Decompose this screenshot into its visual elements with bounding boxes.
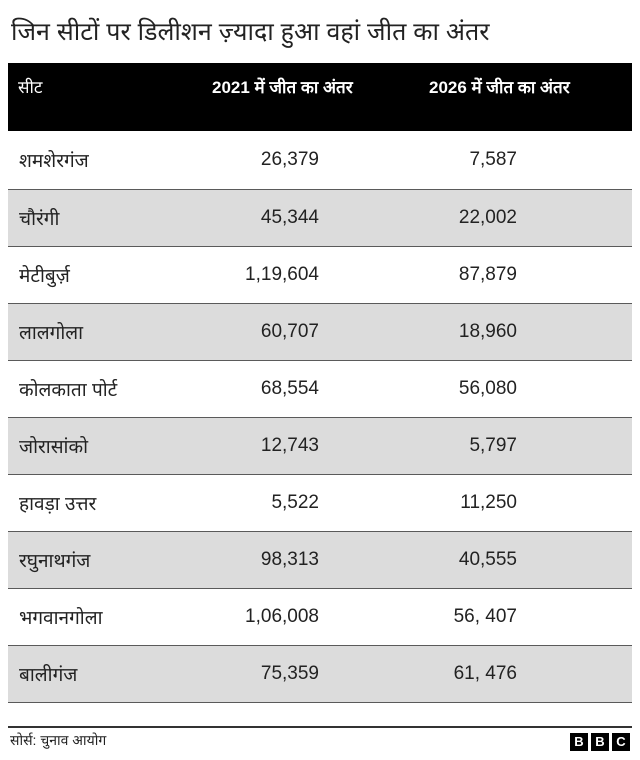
seat-name-cell: लालगोला [19, 323, 84, 344]
table-row: चौरंगी 45,344 22,002 [8, 190, 632, 247]
table-row: शमशेरगंज 26,379 7,587 [8, 131, 632, 190]
header-margin-2026: 2026 में जीत का अंतर [429, 78, 570, 97]
margin-2021-cell: 1,06,008 [245, 606, 319, 627]
footer-divider [8, 726, 632, 728]
margin-2026-cell: 18,960 [458, 321, 517, 342]
margin-2021-cell: 5,522 [271, 492, 319, 513]
chart-title: जिन सीटों पर डिलीशन ज़्यादा हुआ वहां जीत… [11, 18, 490, 46]
margin-2021-cell: 98,313 [260, 549, 319, 570]
seat-name-cell: कोलकाता पोर्ट [19, 380, 118, 401]
margin-2021-cell: 45,344 [260, 207, 319, 228]
margin-2026-cell: 56, 407 [453, 606, 517, 627]
margin-2026-cell: 61, 476 [453, 663, 517, 684]
table-row: लालगोला 60,707 18,960 [8, 304, 632, 361]
table-row: बालीगंज 75,359 61, 476 [8, 646, 632, 703]
table-row: भगवानगोला 1,06,008 56, 407 [8, 589, 632, 646]
table-row: हावड़ा उत्तर 5,522 11,250 [8, 475, 632, 532]
table-row: रघुनाथगंज 98,313 40,555 [8, 532, 632, 589]
table-body: शमशेरगंज 26,379 7,587 चौरंगी 45,344 22,002 मेट… [8, 131, 632, 703]
table-row: मेटीबुर्ज़ 1,19,604 87,879 [8, 247, 632, 304]
margin-2026-cell: 11,250 [460, 492, 517, 513]
seat-name-cell: हावड़ा उत्तर [19, 494, 97, 515]
table-header: सीट 2021 में जीत का अंतर 2026 में जीत का… [8, 63, 632, 131]
seat-name-cell: रघुनाथगंज [19, 551, 91, 572]
data-table: सीट 2021 में जीत का अंतर 2026 में जीत का… [8, 63, 632, 703]
header-margin-2021: 2021 में जीत का अंतर [212, 78, 353, 97]
source-note: सोर्स: चुनाव आयोग [10, 732, 107, 748]
seat-name-cell: जोरासांको [19, 437, 88, 458]
seat-name-cell: बालीगंज [19, 665, 78, 686]
bbc-logo: B B C [570, 733, 630, 751]
margin-2021-cell: 75,359 [260, 663, 319, 684]
table-row: कोलकाता पोर्ट 68,554 56,080 [8, 361, 632, 418]
margin-2026-cell: 40,555 [458, 549, 517, 570]
margin-2021-cell: 60,707 [260, 321, 319, 342]
logo-letter-b2: B [591, 733, 609, 751]
margin-2026-cell: 7,587 [469, 149, 517, 170]
margin-2021-cell: 12,743 [260, 435, 319, 456]
margin-2021-cell: 26,379 [260, 149, 319, 170]
margin-2026-cell: 5,797 [469, 435, 517, 456]
margin-2021-cell: 1,19,604 [245, 264, 319, 285]
seat-name-cell: चौरंगी [19, 209, 60, 230]
margin-2021-cell: 68,554 [260, 378, 319, 399]
table-row: जोरासांको 12,743 5,797 [8, 418, 632, 475]
margin-2026-cell: 22,002 [458, 207, 517, 228]
logo-letter-c: C [612, 733, 630, 751]
margin-2026-cell: 87,879 [458, 264, 517, 285]
seat-name-cell: भगवानगोला [19, 608, 103, 629]
margin-2026-cell: 56,080 [458, 378, 517, 399]
seat-name-cell: शमशेरगंज [19, 151, 89, 172]
seat-name-cell: मेटीबुर्ज़ [19, 266, 70, 287]
header-seat: सीट [18, 78, 43, 97]
logo-letter-b1: B [570, 733, 588, 751]
